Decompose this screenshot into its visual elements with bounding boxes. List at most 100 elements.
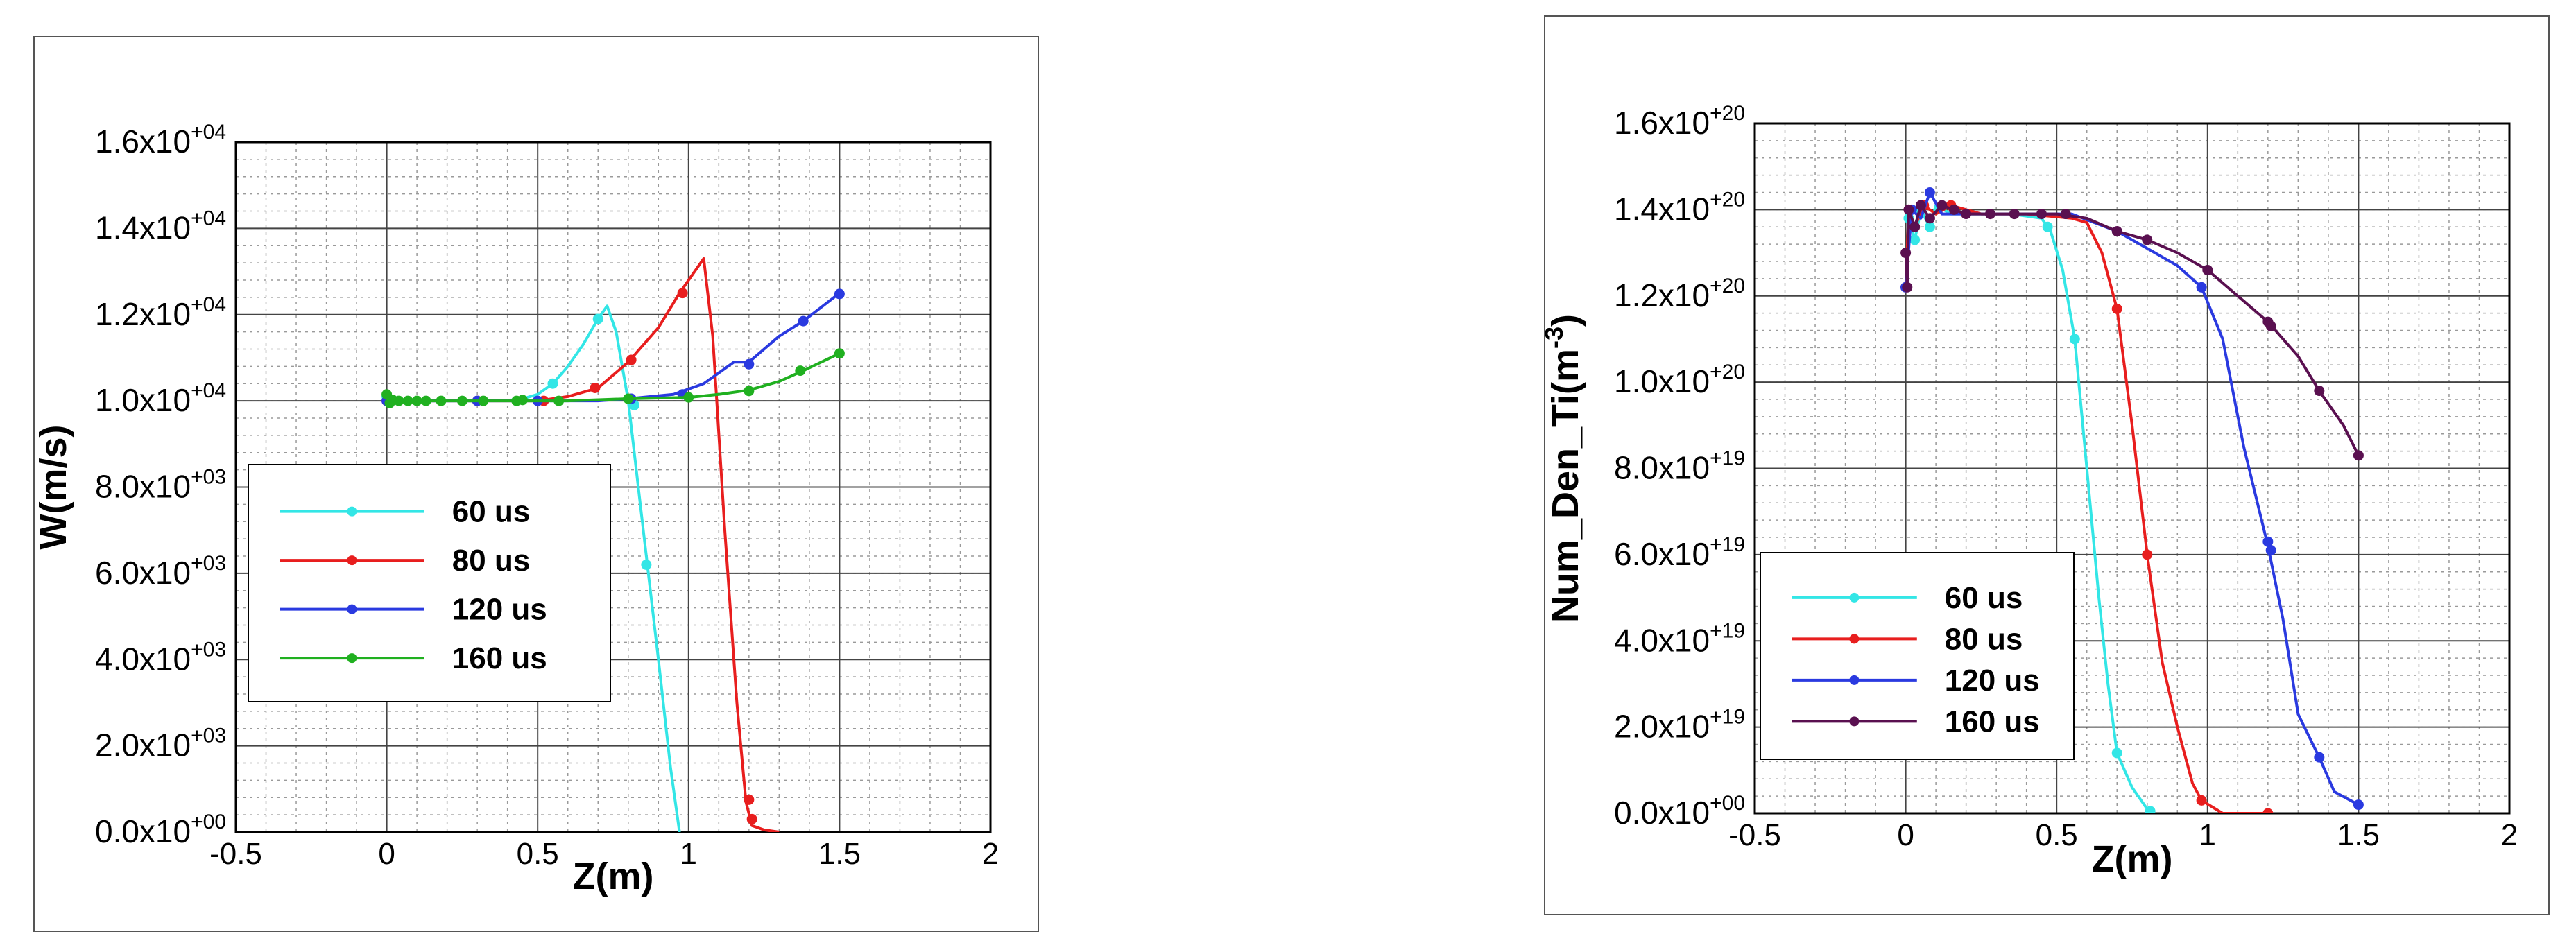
series-marker-0: [592, 313, 603, 324]
y-tick-label: 0.0x10+00: [1614, 792, 1745, 831]
series-marker-3: [402, 395, 413, 406]
series-marker-3: [1900, 248, 1912, 259]
series-marker-2: [2265, 545, 2276, 556]
x-axis-title: Z(m): [573, 856, 654, 897]
series-marker-3: [1909, 221, 1921, 232]
x-tick-label: 0.5: [2036, 818, 2078, 852]
legend-label: 120 us: [452, 593, 547, 627]
series-marker-3: [456, 395, 467, 406]
legend-label: 60 us: [1945, 581, 2023, 615]
series-group: [381, 257, 845, 832]
legend-label: 80 us: [1945, 622, 2023, 656]
series-group: [1900, 187, 2364, 813]
series-marker-2: [2314, 752, 2325, 763]
series-marker-0: [2145, 806, 2156, 813]
legend-swatch-marker: [1849, 592, 1860, 603]
x-tick-label: 1.5: [2337, 818, 2380, 852]
series-marker-3: [2036, 209, 2047, 220]
y-tick-label: 1.4x10+04: [95, 207, 226, 245]
plot-border: [1753, 122, 2511, 815]
series-marker-0: [641, 559, 652, 570]
series-marker-0: [2042, 221, 2053, 232]
series-marker-2: [744, 358, 755, 370]
legend-label: 160 us: [1945, 704, 2040, 738]
y-tick-label: 0.0x10+00: [95, 811, 226, 849]
series-marker-2: [1924, 187, 1935, 198]
series-marker-3: [1984, 209, 1995, 220]
series-marker-1: [590, 382, 601, 393]
x-tick-label: 1: [2199, 818, 2216, 852]
series-marker-3: [2353, 450, 2364, 461]
series-marker-3: [2111, 225, 2122, 236]
legend-swatch-marker: [1849, 716, 1860, 727]
series-marker-3: [2060, 209, 2071, 220]
series-marker-3: [2009, 209, 2020, 220]
x-axis-title: Z(m): [2092, 838, 2173, 880]
legend-label: 160 us: [452, 641, 547, 675]
series-marker-3: [411, 395, 422, 406]
series-marker-3: [1915, 200, 1926, 211]
legend-box: [1760, 552, 2075, 760]
x-tick-label: -0.5: [1728, 818, 1781, 852]
legend: 60 us 80 us 120 us 160 us: [248, 464, 611, 702]
series-marker-1: [744, 794, 755, 805]
legend-swatch-marker: [347, 555, 357, 566]
series-marker-3: [436, 395, 447, 406]
series-marker-3: [1902, 282, 1913, 293]
series-marker-3: [393, 395, 404, 406]
series-marker-0: [547, 378, 558, 389]
series-marker-0: [2069, 334, 2080, 345]
series-marker-2: [2196, 282, 2207, 293]
x-tick-label: 1.5: [818, 837, 861, 871]
y-tick-label: 8.0x10+19: [1614, 447, 1745, 486]
legend-box: [248, 464, 611, 702]
y-axis-title: W(m/s): [33, 425, 74, 550]
series-marker-3: [683, 392, 694, 403]
y-tick-label: 1.0x10+04: [95, 379, 226, 418]
x-tick-label: 0: [378, 837, 395, 871]
y-tick-label: 1.2x10+04: [95, 293, 226, 332]
series-marker-1: [626, 354, 637, 365]
legend-label: 80 us: [452, 544, 531, 578]
legend: 60 us 80 us 120 us 160 us: [1760, 552, 2075, 760]
right-chart-frame: [1544, 15, 2550, 915]
series-marker-3: [478, 395, 489, 406]
legend-label: 60 us: [452, 495, 531, 529]
legend-swatch-marker: [347, 653, 357, 664]
legend-swatch-marker: [1849, 675, 1860, 685]
series-marker-1: [2142, 549, 2153, 560]
y-tick-label: 2.0x10+03: [95, 725, 226, 763]
series-marker-3: [1937, 200, 1948, 211]
legend-swatch-marker: [347, 506, 357, 517]
y-tick-label: 1.6x10+20: [1614, 102, 1745, 141]
y-tick-label: 8.0x10+03: [95, 466, 226, 505]
y-tick-label: 1.4x10+20: [1614, 188, 1745, 227]
y-axis-title: Num_Den_Ti(m-3): [1540, 314, 1586, 623]
series-marker-3: [1903, 204, 1914, 215]
series-marker-1: [2196, 795, 2207, 806]
series-marker-3: [2202, 264, 2213, 275]
y-tick-label: 1.2x10+20: [1614, 275, 1745, 313]
series-line-3: [1904, 204, 2360, 456]
y-tick-label: 2.0x10+19: [1614, 706, 1745, 745]
series-marker-3: [1961, 209, 1972, 220]
series-marker-2: [834, 288, 845, 300]
series-marker-1: [677, 288, 688, 299]
series-marker-3: [1948, 204, 1959, 215]
series-marker-3: [2142, 234, 2153, 245]
x-tick-label: 2: [2501, 818, 2518, 852]
series-marker-3: [744, 386, 755, 397]
x-tick-label: 0.5: [517, 837, 559, 871]
legend-swatch-marker: [1849, 634, 1860, 644]
series-marker-3: [553, 395, 565, 406]
series-marker-3: [517, 395, 528, 406]
x-tick-label: 2: [982, 837, 999, 871]
series-marker-3: [420, 395, 431, 406]
y-tick-label: 6.0x10+03: [95, 552, 226, 591]
x-tick-label: -0.5: [209, 837, 262, 871]
y-tick-label: 1.0x10+20: [1614, 361, 1745, 399]
series-marker-3: [2314, 386, 2325, 397]
series-marker-1: [2262, 808, 2274, 813]
